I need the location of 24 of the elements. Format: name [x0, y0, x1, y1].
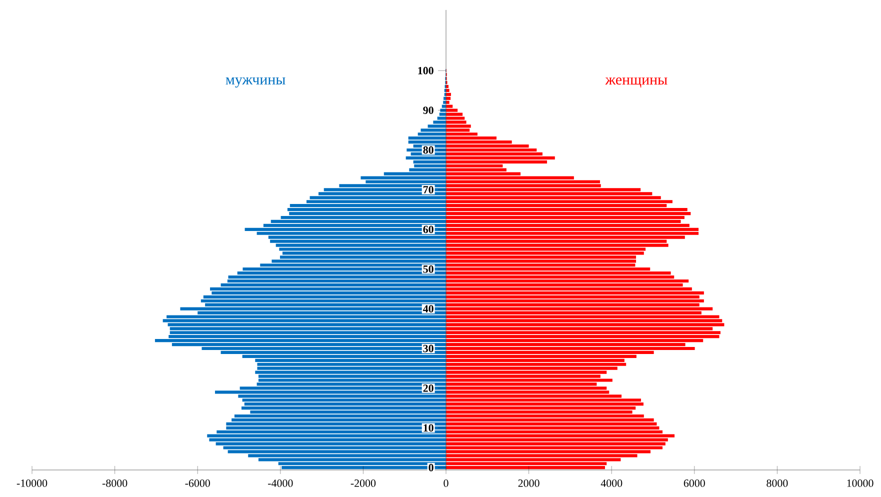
x-tick-label: 4000 [600, 480, 622, 487]
x-tick-label: 0 [444, 480, 448, 487]
y-tick-label: 10 [424, 424, 434, 432]
x-tick-label: 2000 [518, 480, 540, 487]
x-tick-label: 8000 [766, 480, 788, 487]
x-tick-label: 10000 [847, 480, 874, 487]
y-tick-label: 0 [428, 464, 434, 472]
x-tick-label: -8000 [102, 480, 128, 487]
x-tick-label: 6000 [684, 480, 705, 487]
text: мужчины [226, 77, 286, 88]
x-tick-label: -6000 [185, 480, 210, 487]
y-tick-label: 60 [423, 226, 434, 234]
y-tick-label: 40 [423, 305, 434, 313]
x-tick-label: -2000 [350, 480, 376, 487]
y-tick-label: 30 [423, 344, 434, 352]
text: женщины [605, 77, 668, 88]
y-tick-label: 70 [423, 186, 434, 194]
y-tick-label: 90 [423, 106, 434, 114]
y-tick-label: 20 [423, 384, 434, 392]
y-tick-label: 80 [423, 146, 434, 154]
y-tick-label: 50 [423, 265, 434, 273]
y-tick-label: 100 [418, 66, 434, 74]
x-tick-label: -4000 [268, 480, 293, 487]
x-tick-label: -10000 [16, 480, 48, 487]
